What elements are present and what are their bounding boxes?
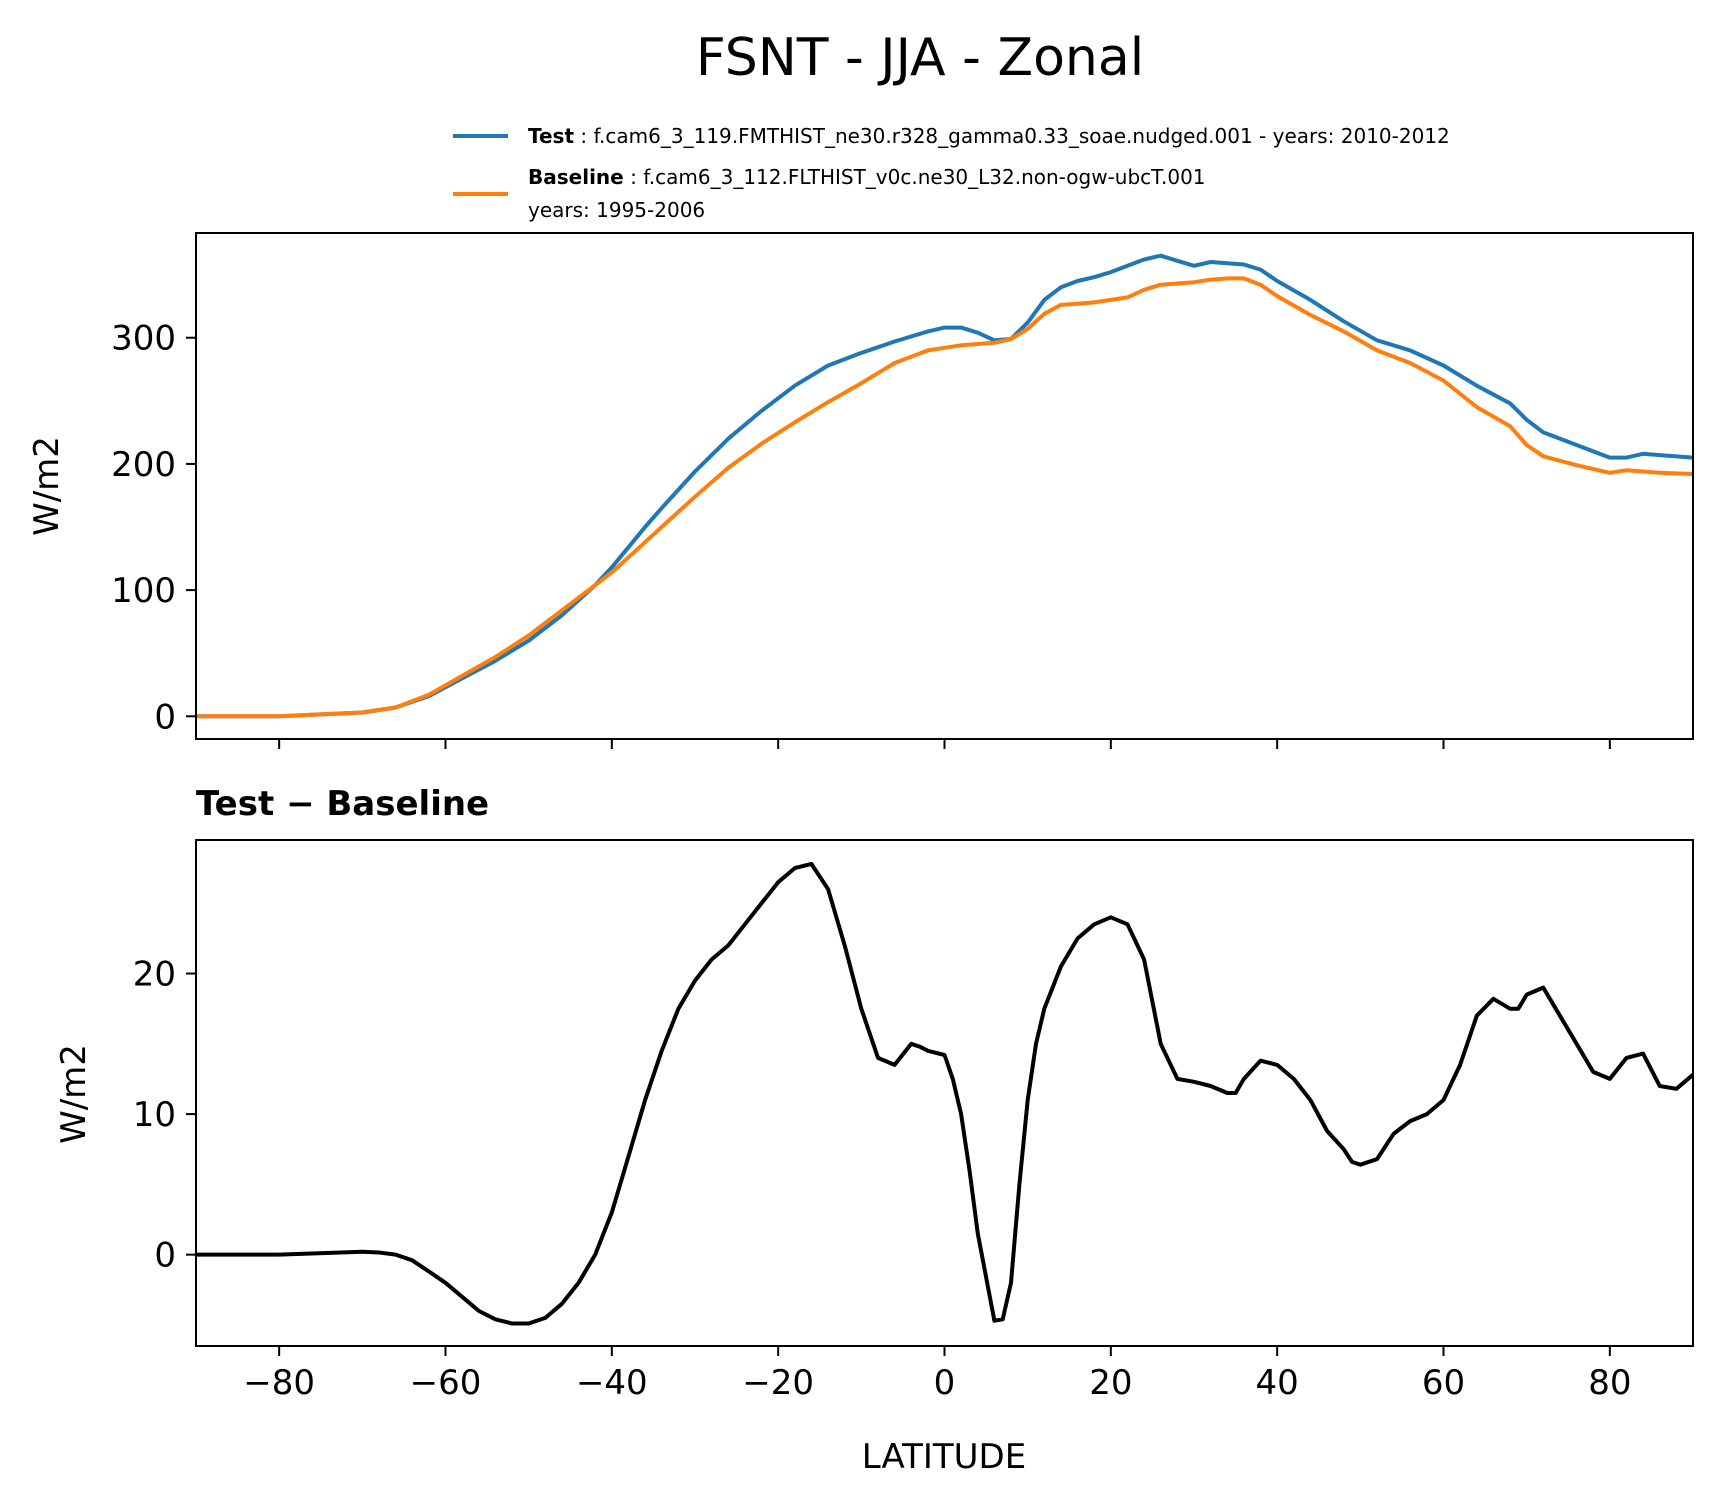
top-series-line-baseline	[196, 276, 1694, 719]
bottom-xtick-label: 80	[1588, 1363, 1631, 1403]
legend-baseline-separator: :	[624, 165, 643, 189]
bottom-xtick-label: −40	[576, 1363, 648, 1403]
legend-test-label: Test : f.cam6_3_119.FMTHIST_ne30.r328_ga…	[528, 124, 1450, 148]
bottom-ytick-label: 0	[154, 1236, 176, 1276]
bottom-xtick-label: 40	[1256, 1363, 1299, 1403]
legend-test-name: Test	[528, 124, 574, 148]
bottom-xtick-label: 0	[934, 1363, 956, 1403]
top-series-line-test	[196, 253, 1694, 719]
top-panel: 0 100 200 300 W/m2	[27, 232, 1694, 749]
legend-test-text: f.cam6_3_119.FMTHIST_ne30.r328_gamma0.33…	[593, 124, 1449, 148]
bottom-panel: Test − Baseline −80 −60 −40 −20 0 20 40 60 80 0 10…	[54, 784, 1695, 1477]
top-ticks: 0 100 200 300	[111, 319, 1611, 749]
bottom-xtick-label: −80	[243, 1363, 315, 1403]
top-ytick-label: 100	[111, 571, 176, 611]
bottom-series-line-diff-0	[196, 861, 1695, 1326]
figure-title: FSNT - JJA - Zonal	[696, 28, 1144, 88]
legend-baseline-name: Baseline	[528, 165, 624, 189]
top-ytick-label: 0	[154, 697, 176, 737]
top-ytick-label: 300	[111, 319, 176, 359]
bottom-ticks: −80 −60 −40 −20 0 20 40 60 80 0 10 20	[133, 955, 1632, 1403]
bottom-xtick-label: 60	[1422, 1363, 1465, 1403]
top-axes-frame	[195, 232, 1694, 740]
bottom-ytick-label: 10	[133, 1095, 176, 1135]
bottom-xlabel: LATITUDE	[862, 1437, 1026, 1477]
bottom-ytick-label: 20	[133, 955, 176, 995]
top-ytick-label: 200	[111, 445, 176, 485]
legend-baseline-label: Baseline : f.cam6_3_112.FLTHIST_v0c.ne30…	[528, 165, 1206, 189]
legend-baseline-years: years: 1995-2006	[528, 198, 705, 222]
bottom-xtick-label: 20	[1089, 1363, 1132, 1403]
bottom-axes-frame	[195, 839, 1694, 1347]
legend: Test : f.cam6_3_119.FMTHIST_ne30.r328_ga…	[453, 124, 1450, 222]
legend-test-separator: :	[574, 124, 593, 148]
top-series-layer	[196, 253, 1694, 719]
legend-baseline-text: f.cam6_3_112.FLTHIST_v0c.ne30_L32.non-og…	[643, 165, 1205, 189]
top-ylabel: W/m2	[27, 436, 67, 536]
bottom-panel-title: Test − Baseline	[196, 784, 489, 824]
bottom-xtick-label: −60	[410, 1363, 482, 1403]
bottom-ylabel: W/m2	[54, 1044, 94, 1144]
bottom-xtick-label: −20	[742, 1363, 814, 1403]
bottom-series-layer	[196, 861, 1695, 1326]
